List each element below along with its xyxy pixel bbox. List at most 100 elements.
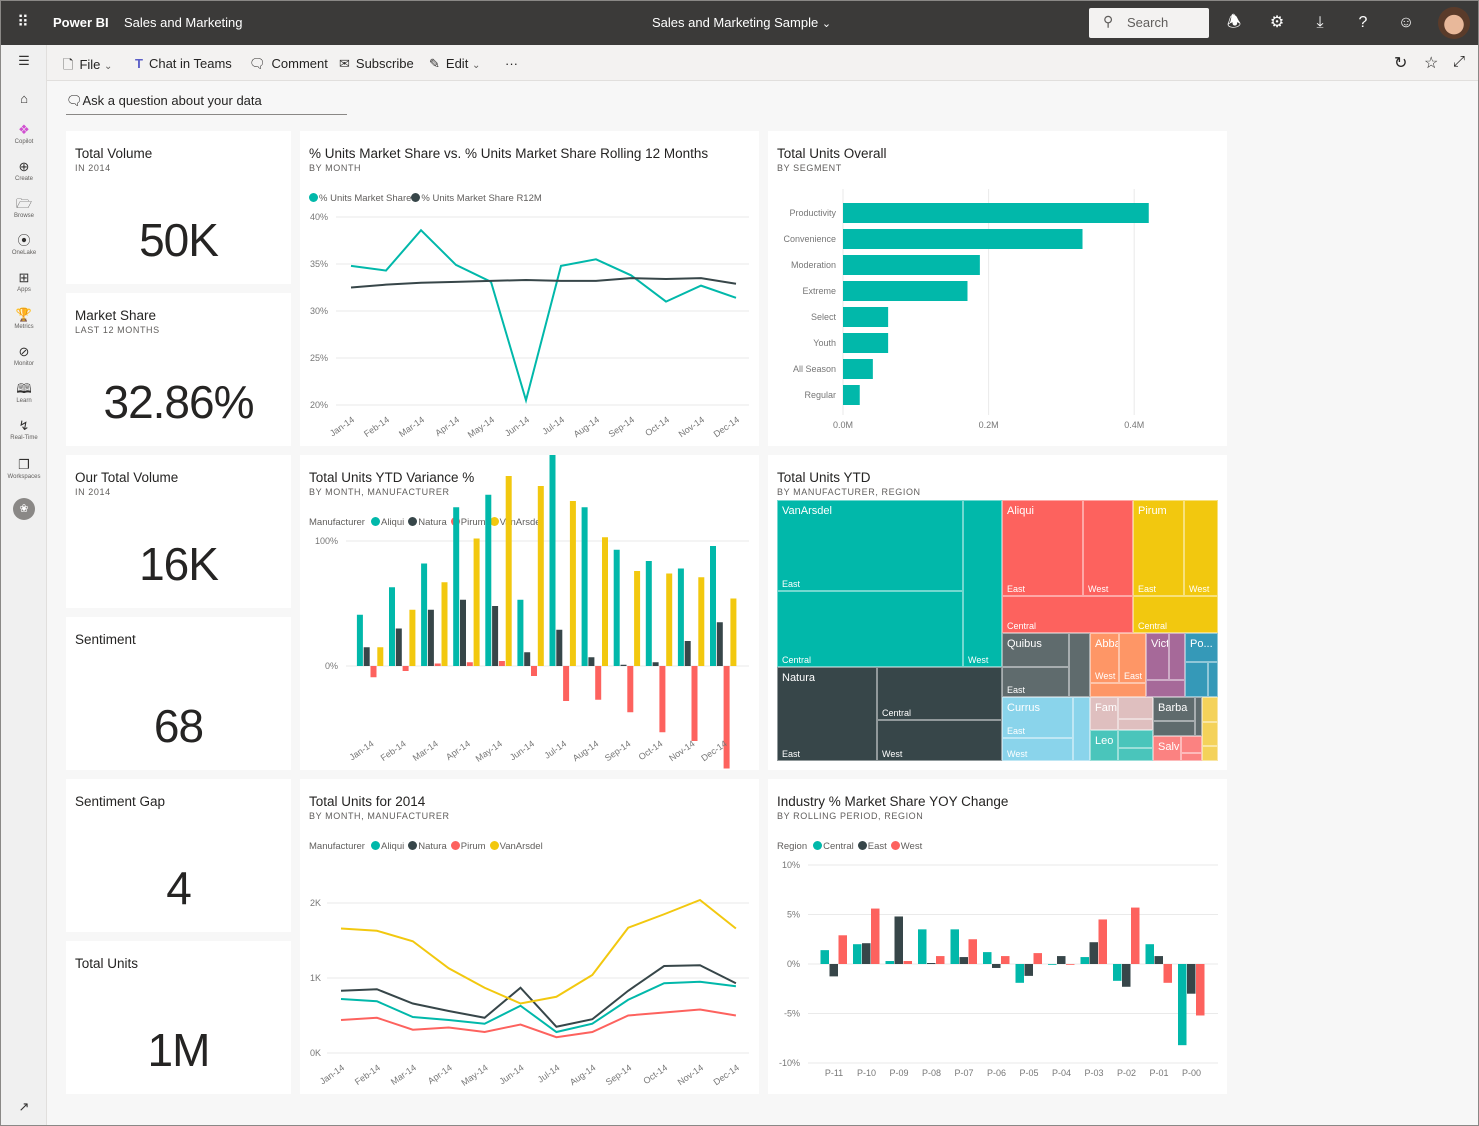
treemap-cell-natura[interactable]: Central (877, 667, 1002, 720)
treemap-cell-salvus[interactable] (1181, 753, 1202, 761)
treemap-cell-aliqui[interactable]: West (1083, 500, 1133, 596)
legend-item[interactable]: VanArsdel (486, 841, 543, 852)
treemap-cell-quibus[interactable] (1069, 633, 1090, 697)
treemap-cell-barba[interactable] (1195, 697, 1202, 736)
legend-item[interactable]: West (887, 841, 922, 852)
kpi-tile-sentiment-gap[interactable]: Sentiment Gap 4 (66, 779, 291, 932)
settings-gear-icon[interactable]: ⚙ (1269, 14, 1285, 31)
treemap-cell-pirum[interactable]: Pirum East (1133, 500, 1184, 596)
treemap-cell-fama[interactable]: Fama (1090, 697, 1118, 730)
kpi-tile-our-total-volume[interactable]: Our Total Volume IN 2014 16K (66, 455, 291, 608)
treemap-cell-po[interactable] (1208, 662, 1218, 697)
comment-button[interactable]: 🗨 Comment (249, 56, 328, 72)
treemap-cell-leo[interactable] (1118, 748, 1153, 761)
legend-item[interactable]: % Units Market Share R12M (411, 193, 542, 204)
nav-onelake[interactable]: ⦿ OneLake (1, 233, 47, 256)
download-icon[interactable]: ⤓ (1316, 14, 1324, 31)
kpi-tile-sentiment[interactable]: Sentiment 68 (66, 617, 291, 770)
ytd-variance-tile[interactable]: Total Units YTD Variance % BY MONTH, MAN… (300, 455, 759, 770)
treemap-cell-leo[interactable]: Leo (1090, 730, 1118, 761)
workspace-name[interactable]: Sales and Marketing (124, 15, 243, 30)
nav-menu-button[interactable]: ☰ (1, 53, 47, 69)
treemap-cell-vict[interactable] (1169, 633, 1185, 680)
kpi-tile-market-share[interactable]: Market Share LAST 12 MONTHS 32.86% (66, 293, 291, 446)
nav-monitor[interactable]: ⊘ Monitor (1, 344, 47, 367)
treemap-cell-natura[interactable]: Natura East (777, 667, 877, 761)
market-share-line-chart-tile[interactable]: % Units Market Share vs. % Units Market … (300, 131, 759, 446)
treemap-cell-salvus[interactable] (1181, 736, 1202, 753)
treemap-cell-other[interactable] (1202, 722, 1218, 746)
legend-item[interactable]: Pirum (447, 841, 486, 852)
treemap-cell-leo[interactable] (1118, 730, 1153, 748)
treemap-cell-aliqui[interactable]: Aliqui East (1002, 500, 1083, 596)
treemap-cell-pirum[interactable]: West (1184, 500, 1218, 596)
treemap-cell-salvus[interactable]: Salvus (1153, 736, 1181, 761)
feedback-smiley-icon[interactable]: ☺ (1397, 14, 1415, 31)
nav-create[interactable]: ⊕ Create (1, 159, 47, 182)
edit-menu[interactable]: ✎ Edit ⌄ (429, 56, 480, 72)
kpi-tile-total-units[interactable]: Total Units 1M (66, 941, 291, 1094)
app-launcher-icon[interactable]: ⠿ (17, 14, 29, 31)
treemap-cell-po[interactable] (1185, 662, 1208, 697)
treemap-cell-other[interactable] (1202, 697, 1218, 722)
legend-item[interactable]: Natura (404, 841, 447, 852)
treemap-cell-other[interactable] (1202, 746, 1218, 761)
legend-item[interactable]: VanArsdel (486, 517, 543, 528)
more-options-button[interactable]: ··· (505, 56, 518, 71)
nav-apps[interactable]: ⊞ Apps (1, 270, 47, 293)
treemap-cell-quibus[interactable]: Quibus (1002, 633, 1069, 667)
treemap-cell-pirum[interactable]: Central (1133, 596, 1218, 633)
legend-item[interactable]: % Units Market Share (309, 193, 411, 204)
chat-in-teams-button[interactable]: T Chat in Teams (135, 56, 232, 71)
qna-input[interactable]: 🗨Ask a question about your data (66, 93, 347, 115)
treemap-cell-vict[interactable] (1146, 680, 1185, 697)
treemap-cell-aliqui[interactable]: Central (1002, 596, 1133, 633)
nav-browse[interactable]: 🗁 Browse (1, 196, 47, 219)
treemap-cell-currus[interactable]: West (1002, 738, 1073, 761)
treemap-cell-abbas[interactable]: East (1119, 633, 1146, 683)
total-units-ytd-treemap-tile[interactable]: Total Units YTD BY MANUFACTURER, REGION … (768, 455, 1227, 770)
help-icon[interactable]: ? (1358, 14, 1368, 31)
product-name[interactable]: Power BI (53, 15, 109, 30)
treemap-cell-fama[interactable] (1118, 719, 1153, 730)
fullscreen-icon[interactable]: ⤢ (1453, 53, 1466, 70)
search-input[interactable]: ⚲ Search (1089, 8, 1209, 38)
legend-item[interactable]: Aliqui (367, 517, 404, 528)
expand-nav-button[interactable]: ↗ (1, 1099, 47, 1115)
report-title-dropdown[interactable]: Sales and Marketing Sample ⌄ (652, 15, 831, 30)
treemap-cell-fama[interactable] (1118, 697, 1153, 719)
treemap-cell-vanarsdel[interactable]: VanArsdel East (777, 500, 963, 591)
treemap-cell-po[interactable]: Po... (1185, 633, 1218, 662)
treemap-cell-quibus[interactable]: East (1002, 667, 1069, 697)
legend-item[interactable]: Natura (404, 517, 447, 528)
legend-item[interactable]: East (854, 841, 887, 852)
nav-home[interactable]: ⌂ (1, 91, 47, 107)
treemap-cell-barba[interactable] (1153, 721, 1195, 736)
nav-copilot[interactable]: ❖ Copilot (1, 122, 47, 145)
user-avatar[interactable] (1438, 7, 1470, 39)
refresh-icon[interactable]: ↻ (1394, 55, 1408, 72)
industry-market-share-tile[interactable]: Industry % Market Share YOY Change BY RO… (768, 779, 1227, 1094)
total-units-2014-tile[interactable]: Total Units for 2014 BY MONTH, MANUFACTU… (300, 779, 759, 1094)
treemap-cell-currus[interactable] (1073, 697, 1090, 761)
treemap-cell-vanarsdel[interactable]: West (963, 500, 1002, 667)
file-menu[interactable]: 🗋 File ⌄ (63, 56, 112, 78)
subscribe-button[interactable]: ✉ Subscribe (339, 56, 414, 72)
nav-learn[interactable]: 🕮 Learn (1, 381, 47, 404)
treemap-cell-natura[interactable]: West (877, 720, 1002, 761)
nav-metrics[interactable]: 🏆 Metrics (1, 307, 47, 330)
treemap-cell-abbas[interactable] (1090, 683, 1146, 697)
kpi-tile-total-volume[interactable]: Total Volume IN 2014 50K (66, 131, 291, 284)
notifications-bell-icon[interactable]: 🕭 (1226, 14, 1242, 31)
treemap-cell-vict[interactable]: Vict... (1146, 633, 1169, 680)
treemap-cell-abbas[interactable]: Abbas West (1090, 633, 1119, 683)
total-units-overall-tile[interactable]: Total Units Overall BY SEGMENT 0.0M 0.2M 0… (768, 131, 1227, 446)
legend-item[interactable]: Central (809, 841, 854, 852)
favorite-star-icon[interactable]: ☆ (1424, 55, 1439, 72)
legend-item[interactable]: Aliqui (367, 841, 404, 852)
treemap-cell-barba[interactable]: Barba (1153, 697, 1195, 721)
nav-real-time[interactable]: ↯ Real-Time (1, 418, 47, 441)
treemap-cell-currus[interactable]: Currus East (1002, 697, 1073, 738)
nav-current-workspace[interactable]: ❀ (1, 498, 47, 520)
treemap-cell-vanarsdel[interactable]: Central (777, 591, 963, 667)
